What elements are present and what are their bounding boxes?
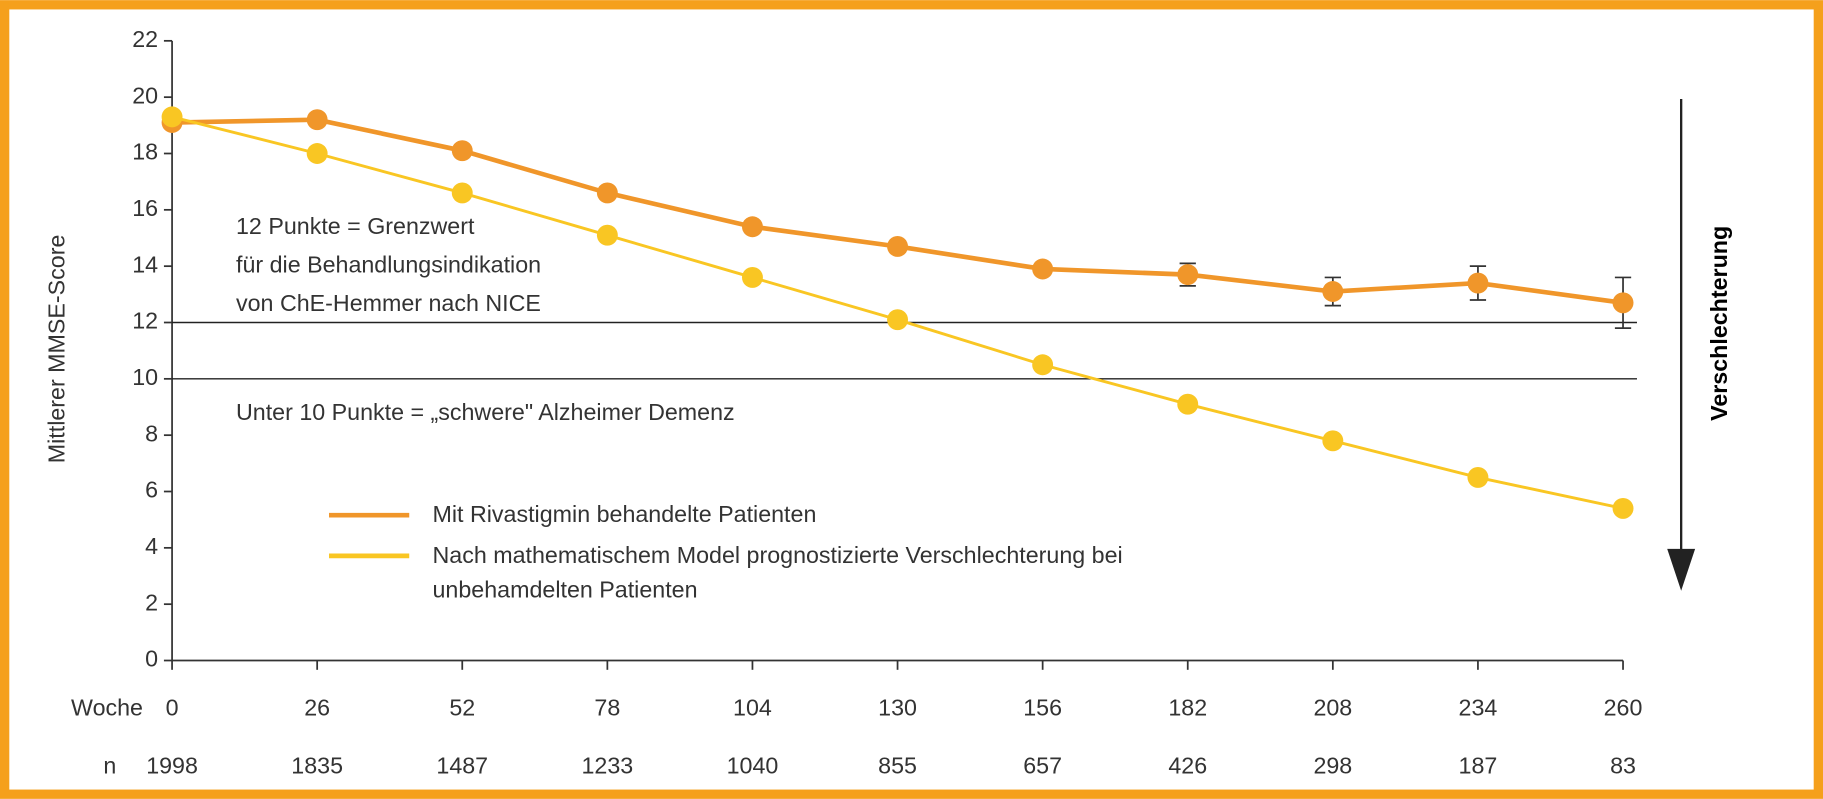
n-label-value: 1040 (727, 753, 779, 779)
x-tick-label: 52 (449, 694, 475, 720)
y-tick-label: 20 (132, 82, 158, 108)
n-label-value: 83 (1610, 753, 1636, 779)
y-tick-label: 2 (145, 589, 158, 615)
marker (741, 216, 763, 238)
y-tick-label: 22 (132, 26, 158, 52)
n-label: n (103, 753, 116, 779)
x-tick-label: 208 (1313, 694, 1352, 720)
marker (161, 106, 183, 128)
n-label-value: 187 (1459, 753, 1498, 779)
marker (1467, 466, 1489, 488)
marker (596, 182, 618, 204)
n-label-value: 1998 (146, 753, 198, 779)
n-label-value: 657 (1023, 753, 1062, 779)
marker (451, 182, 473, 204)
x-tick-label: 26 (304, 694, 330, 720)
arrow-label: Verschlechterung (1706, 226, 1732, 421)
marker (596, 224, 618, 246)
marker (887, 309, 909, 331)
x-tick-label: 130 (878, 694, 917, 720)
marker (1032, 258, 1054, 280)
n-label-value: 426 (1168, 753, 1207, 779)
y-tick-label: 16 (132, 195, 158, 221)
marker (451, 140, 473, 162)
x-tick-label: 234 (1459, 694, 1498, 720)
x-tick-label: 0 (166, 694, 179, 720)
marker (1467, 272, 1489, 294)
n-label-value: 855 (878, 753, 917, 779)
marker (306, 109, 328, 131)
marker (887, 235, 909, 257)
arrow-head (1667, 548, 1696, 591)
y-tick-label: 8 (145, 420, 158, 446)
y-tick-label: 10 (132, 364, 158, 390)
y-tick-label: 14 (132, 251, 158, 277)
x-tick-label: 156 (1023, 694, 1062, 720)
n-label-value: 1835 (291, 753, 343, 779)
y-tick-label: 6 (145, 477, 158, 503)
marker (1177, 264, 1199, 286)
n-label-value: 1487 (436, 753, 488, 779)
legend-label: Mit Rivastigmin behandelte Patienten (432, 502, 817, 528)
annotation: Unter 10 Punkte = „schwere" Alzheimer De… (236, 399, 735, 425)
legend-entry: Mit Rivastigmin behandelte Patienten (432, 502, 817, 528)
y-tick-label: 18 (132, 139, 158, 165)
n-label-value: 298 (1313, 753, 1352, 779)
marker (1322, 430, 1344, 452)
legend-entry: Nach mathematischem Model prognostiziert… (432, 543, 1123, 604)
y-axis-label: Mittlerer MMSE-Score (43, 235, 69, 464)
marker (306, 143, 328, 164)
annotation-line: von ChE-Hemmer nach NICE (236, 290, 541, 316)
marker (1322, 281, 1344, 302)
marker (741, 266, 763, 288)
x-tick-label: 78 (594, 694, 620, 720)
marker (1177, 393, 1199, 415)
y-tick-label: 12 (132, 308, 158, 334)
marker (1612, 497, 1634, 519)
annotation-line: 12 Punkte = Grenzwert (236, 213, 475, 239)
annotation-line: für die Behandlungsindikation (236, 252, 541, 278)
x-tick-label: 260 (1604, 694, 1643, 720)
marker (1032, 354, 1054, 376)
x-axis-label: Woche (71, 694, 143, 720)
x-tick-label: 182 (1168, 694, 1207, 720)
x-tick-label: 104 (733, 694, 772, 720)
y-tick-label: 0 (145, 646, 158, 672)
legend-label: Nach mathematischem Model prognostiziert… (432, 543, 1123, 604)
y-tick-label: 4 (145, 533, 158, 559)
marker (1612, 292, 1634, 314)
n-label-value: 1233 (581, 753, 633, 779)
